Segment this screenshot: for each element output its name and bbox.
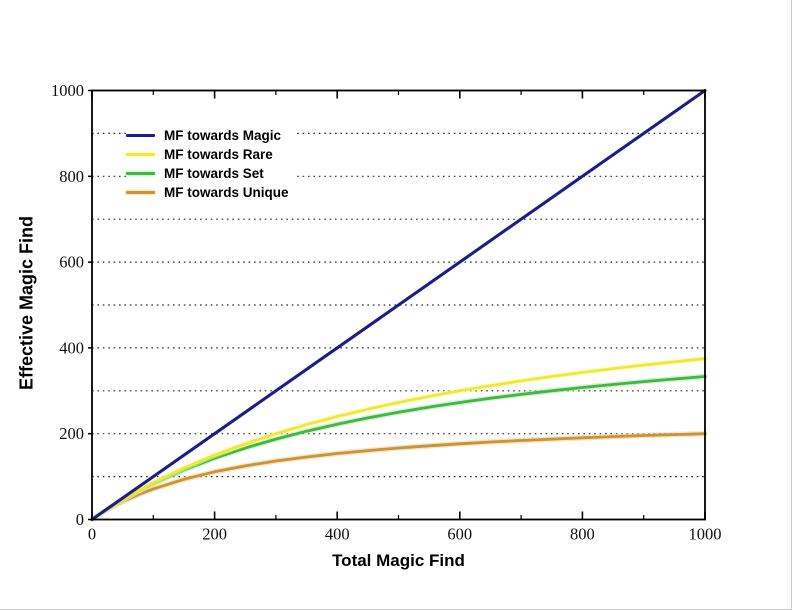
y-tick-label-0: 0 bbox=[76, 510, 84, 529]
x-tick-label-1000: 1000 bbox=[689, 525, 722, 544]
plot-frame bbox=[91, 89, 706, 521]
y-axis-title: Effective Magic Find bbox=[16, 215, 37, 391]
x-tick-label-200: 200 bbox=[202, 525, 227, 544]
legend-item-rare: MF towards Rare bbox=[126, 145, 295, 164]
legend-label-magic: MF towards Magic bbox=[164, 128, 282, 143]
series-line-mf-towards-rare bbox=[90, 357, 707, 521]
legend-label-rare: MF towards Rare bbox=[164, 147, 273, 162]
x-tick-label-400: 400 bbox=[325, 525, 350, 544]
chart-legend: MF towards Magic MF towards Rare MF towa… bbox=[126, 126, 295, 202]
legend-item-magic: MF towards Magic bbox=[126, 126, 295, 145]
x-tick-label-0: 0 bbox=[88, 525, 96, 544]
legend-item-set: MF towards Set bbox=[126, 164, 295, 183]
y-tick-label-200: 200 bbox=[59, 424, 84, 443]
y-tick-label-1000: 1000 bbox=[51, 81, 84, 100]
y-tick-label-800: 800 bbox=[59, 167, 84, 186]
set-line-swatch-icon bbox=[126, 172, 155, 175]
unique-line-swatch-icon bbox=[126, 191, 155, 194]
x-axis-title: Total Magic Find bbox=[332, 551, 465, 570]
y-tick-label-400: 400 bbox=[59, 338, 84, 357]
series-line-mf-towards-magic bbox=[90, 88, 707, 522]
series-glow-3 bbox=[89, 430, 708, 523]
legend-label-set: MF towards Set bbox=[164, 166, 264, 181]
x-tick-label-600: 600 bbox=[447, 525, 472, 544]
x-tick-label-800: 800 bbox=[570, 525, 595, 544]
magic-line-swatch-icon bbox=[126, 134, 155, 137]
y-tick-label-600: 600 bbox=[59, 253, 84, 272]
rare-line-swatch-icon bbox=[126, 153, 155, 156]
legend-label-unique: MF towards Unique bbox=[164, 185, 289, 200]
legend-item-unique: MF towards Unique bbox=[126, 183, 295, 202]
